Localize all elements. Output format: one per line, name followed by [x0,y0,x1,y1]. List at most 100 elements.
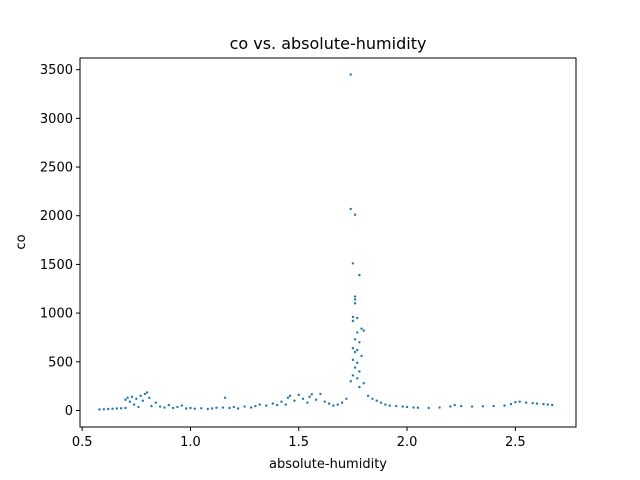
data-point [360,354,363,358]
y-tick-label: 500 [48,355,73,370]
data-point [243,405,246,408]
data-point [449,405,452,408]
data-point [412,406,415,409]
data-point [427,406,430,410]
x-axis-ticks: 0.5 1.0 1.5 2.0 2.5 [72,427,526,450]
data-point [124,406,127,410]
data-point [353,302,357,305]
data-point [453,403,456,407]
chart-title: co vs. absolute-humidity [230,34,427,53]
data-point [206,407,209,411]
data-point [379,401,383,404]
data-point [349,207,352,211]
data-point [154,401,158,404]
data-point [102,408,106,411]
data-point [135,397,138,400]
data-point [351,319,355,323]
data-point [171,406,175,410]
data-point [416,406,420,409]
data-point [349,73,352,76]
data-point [145,391,149,394]
data-points [98,73,554,411]
data-point [293,399,296,402]
x-axis-label: absolute-humidity [269,457,387,472]
data-point [509,402,513,406]
data-point [223,396,227,399]
data-point [514,400,517,404]
data-point [280,400,283,403]
data-point [518,400,521,403]
data-point [215,406,218,409]
data-point [358,341,361,344]
data-point [351,358,355,362]
data-point [98,408,101,411]
data-point [353,366,357,369]
y-tick-label: 1500 [40,258,73,273]
data-point [319,392,322,396]
data-point [106,407,110,411]
data-point [221,406,225,409]
data-point [310,393,313,396]
y-tick-label: 2500 [40,161,73,176]
data-point [258,403,261,406]
data-point [236,407,240,410]
data-point [163,406,166,409]
data-point [288,394,292,398]
data-point [128,400,132,403]
data-point [395,404,398,408]
data-point [180,404,183,407]
data-point [353,213,357,216]
data-point [193,407,196,410]
data-point [356,361,359,364]
data-point [306,401,309,404]
data-point [401,405,404,408]
data-point [351,346,355,350]
y-tick-label: 2000 [40,209,73,224]
data-point [358,370,361,373]
y-axis-ticks: 0 500 1000 1500 2000 2500 3000 3500 [40,63,80,419]
x-tick-label: 1.0 [180,435,201,450]
data-point [371,397,374,400]
data-point [176,405,179,409]
data-point [353,350,357,354]
data-point [356,331,359,334]
data-point [360,327,363,330]
data-point [143,392,147,396]
data-point [336,403,339,406]
y-tick-label: 3000 [40,112,73,127]
data-point [301,397,305,400]
data-point [284,403,287,406]
y-tick-label: 3500 [40,63,73,78]
data-point [150,404,153,408]
x-tick-label: 1.5 [288,435,309,450]
data-point [265,404,268,407]
data-point [358,273,361,277]
data-point [158,405,162,408]
data-point [130,395,134,399]
data-point [327,402,331,405]
data-point [470,405,474,408]
data-point [356,377,359,380]
data-point [340,401,344,404]
data-point [132,403,136,406]
data-point [356,348,359,352]
data-point [275,403,279,407]
data-point [200,407,203,410]
data-point [332,404,335,407]
data-point [384,403,387,406]
data-point [314,398,318,401]
data-point [524,401,528,404]
data-point [481,405,485,408]
data-point [124,398,127,401]
data-point [308,395,311,399]
data-point [111,407,114,410]
data-point [249,406,253,409]
data-point [210,407,214,410]
data-point [345,397,348,400]
data-point [349,380,352,383]
data-point [531,401,534,405]
data-point [353,298,357,301]
data-point [137,405,140,409]
data-point [148,396,151,399]
data-point [119,407,123,410]
